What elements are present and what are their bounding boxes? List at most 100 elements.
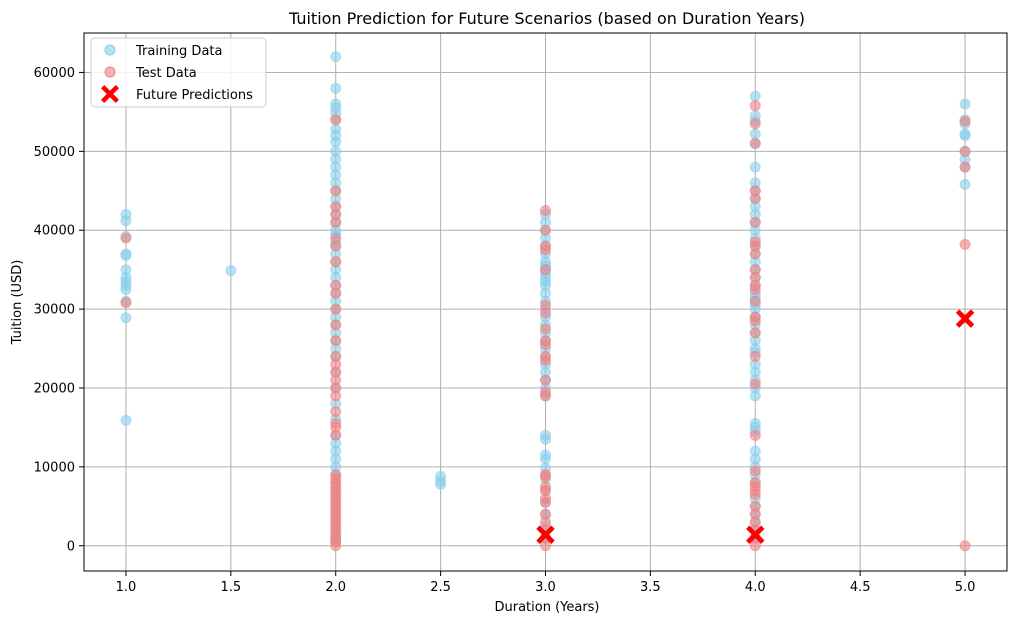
test-data-point	[540, 470, 551, 482]
chart-title: Tuition Prediction for Future Scenarios …	[288, 9, 805, 28]
y-tick-label: 60000	[34, 66, 75, 81]
test-data-point	[749, 465, 761, 477]
test-data-point	[330, 216, 342, 228]
training-data-point	[330, 82, 342, 94]
series-future-predictions	[536, 309, 975, 545]
future-prediction-point	[745, 525, 765, 545]
y-tick-label: 30000	[34, 303, 75, 318]
y-axis-label: Tuition (USD)	[10, 260, 25, 346]
x-tick-label: 2.5	[430, 580, 451, 595]
test-data-point	[959, 161, 971, 173]
training-data-point	[749, 390, 761, 402]
legend-future-marker	[101, 85, 119, 103]
training-data-point	[120, 312, 132, 324]
x-tick-label: 3.5	[640, 580, 661, 595]
test-data-point	[330, 240, 342, 252]
test-data-point	[749, 429, 761, 441]
training-data-point	[749, 90, 761, 102]
x-tick-label: 4.5	[850, 580, 871, 595]
test-data-point	[749, 378, 761, 390]
legend-test-label: Test Data	[135, 66, 197, 81]
y-tick-label: 50000	[34, 145, 75, 160]
y-tick-label: 40000	[34, 224, 75, 239]
test-data-point	[540, 496, 551, 508]
training-data-point	[959, 178, 971, 190]
x-tick-label: 1.5	[220, 580, 241, 595]
test-data-point	[330, 540, 342, 552]
y-tick-label: 0	[67, 539, 75, 554]
training-data-point	[749, 161, 761, 173]
test-data-point	[749, 315, 761, 327]
test-data-point	[540, 224, 551, 236]
test-data-point	[959, 115, 971, 127]
training-data-point	[330, 51, 342, 63]
training-data-point	[120, 215, 132, 227]
test-data-point	[749, 100, 761, 112]
test-data-point	[749, 193, 761, 205]
test-data-point	[959, 238, 971, 250]
legend: Training Data Test Data Future Predictio…	[90, 37, 267, 108]
test-data-point	[330, 390, 342, 402]
x-tick-label: 5.0	[955, 580, 976, 595]
training-data-point	[540, 433, 551, 445]
legend-box	[90, 37, 267, 108]
axis-ticks: 1.0 1.5 2.0 2.5 3.0 3.5 4.0 4.5 5.0 0 10000 20000 30…	[34, 66, 976, 595]
test-data-point	[330, 319, 342, 331]
y-tick-label: 10000	[34, 460, 75, 475]
y-tick-label: 20000	[34, 381, 75, 396]
test-data-point	[330, 429, 342, 441]
test-data-point	[749, 283, 761, 295]
test-data-point	[120, 297, 132, 309]
x-tick-label: 2.0	[325, 580, 346, 595]
x-tick-label: 1.0	[116, 580, 137, 595]
training-data-point	[225, 264, 237, 276]
future-prediction-point	[955, 309, 975, 328]
test-data-point	[330, 335, 342, 347]
legend-training-label: Training Data	[135, 44, 222, 59]
test-data-point	[120, 232, 132, 244]
test-data-point	[749, 327, 761, 339]
test-data-point	[540, 244, 551, 256]
test-data-point	[749, 540, 761, 552]
test-data-point	[959, 540, 971, 552]
training-data-point	[120, 249, 132, 261]
test-data-point	[749, 295, 761, 307]
test-data-point	[749, 216, 761, 228]
test-data-point	[540, 339, 551, 351]
test-data-point	[540, 307, 551, 319]
test-data-point	[540, 540, 551, 552]
legend-future-label: Future Predictions	[136, 88, 253, 103]
x-tick-label: 4.0	[745, 580, 766, 595]
x-tick-label: 3.0	[535, 580, 556, 595]
training-data-point	[959, 130, 971, 142]
x-axis-label: Duration (Years)	[494, 600, 599, 615]
test-data-point	[330, 256, 342, 268]
training-data-point	[540, 453, 551, 465]
test-data-point	[540, 390, 551, 402]
test-data-point	[749, 350, 761, 362]
training-data-point	[959, 98, 971, 110]
legend-x-shape	[101, 85, 119, 103]
future-prediction-point	[536, 525, 555, 545]
test-data-point	[749, 248, 761, 260]
legend-training-marker	[104, 44, 116, 56]
training-data-point	[120, 283, 132, 295]
series-test-data	[120, 100, 971, 552]
training-data-point	[330, 136, 342, 148]
data-points	[120, 51, 975, 552]
test-data-point	[749, 137, 761, 149]
test-data-point	[540, 264, 551, 276]
legend-test-marker	[104, 66, 116, 78]
test-data-point	[959, 145, 971, 157]
test-data-point	[330, 406, 342, 418]
test-data-point	[540, 354, 551, 366]
test-data-point	[540, 323, 551, 335]
test-data-point	[749, 118, 761, 130]
test-data-point	[330, 303, 342, 315]
test-data-point	[330, 185, 342, 197]
test-data-point	[540, 204, 551, 216]
test-data-point	[330, 114, 342, 126]
test-data-point	[330, 287, 342, 299]
